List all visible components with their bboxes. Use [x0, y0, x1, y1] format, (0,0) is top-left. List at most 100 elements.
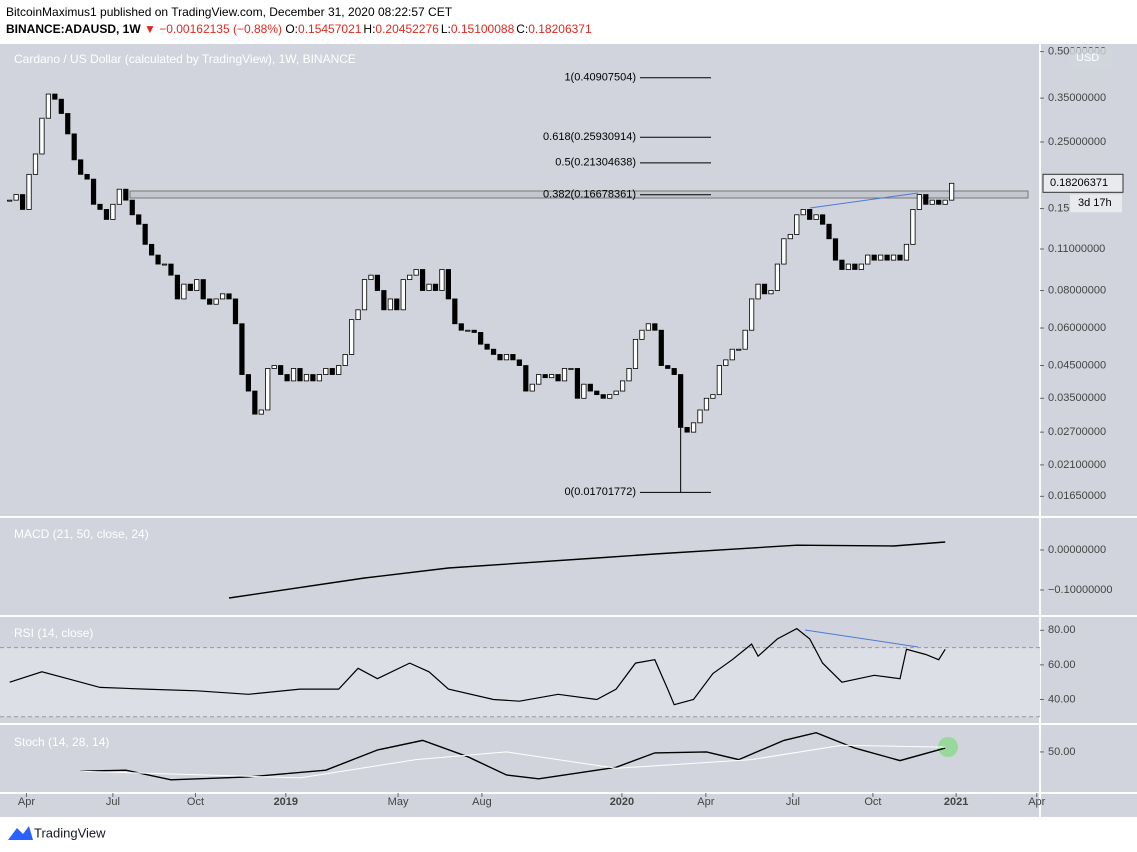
candle — [394, 298, 400, 311]
candle — [226, 293, 232, 300]
candle — [32, 153, 39, 175]
candle — [658, 329, 664, 366]
candle — [903, 243, 910, 261]
rsi-title: RSI (14, close) — [14, 626, 93, 640]
candle — [819, 214, 826, 225]
y-tick-label: 0.11000000 — [1048, 243, 1105, 255]
ohlc-key: C: — [516, 22, 529, 36]
y-tick-label: 80.00 — [1048, 624, 1076, 636]
candle — [536, 374, 542, 385]
x-tick-label: Jul — [106, 796, 120, 808]
candle — [852, 263, 858, 270]
rsi-divergence — [804, 629, 919, 648]
x-tick-label: Apr — [697, 796, 714, 808]
x-tick-label: 2021 — [944, 796, 968, 808]
candle — [497, 354, 503, 361]
separators — [0, 44, 1137, 817]
candle — [290, 368, 297, 382]
trendline — [809, 192, 919, 209]
candle — [239, 323, 245, 375]
candle — [245, 374, 251, 392]
candle — [871, 254, 877, 261]
x-tick-label: 2019 — [274, 796, 298, 808]
fib-label: 1(0.40907504) — [564, 72, 636, 84]
macd-title: MACD (21, 50, close, 24) — [14, 527, 149, 541]
candle — [232, 298, 239, 325]
candle — [826, 223, 832, 240]
candle — [794, 214, 800, 235]
fib-label: 0(0.01701772) — [564, 486, 636, 498]
ohlc-key: O: — [285, 22, 299, 36]
ohlc-key: H: — [363, 22, 376, 36]
candle — [710, 394, 716, 399]
candle — [445, 269, 451, 300]
candle — [755, 283, 761, 300]
y-tick-label: 40.00 — [1048, 693, 1076, 705]
candle — [503, 354, 510, 361]
countdown-box — [1070, 194, 1122, 213]
candle — [929, 199, 935, 205]
candle — [749, 298, 755, 331]
price-axis-bg — [1040, 44, 1137, 793]
candle — [774, 263, 781, 291]
candle — [155, 254, 161, 265]
y-tick-label: 0.02700000 — [1048, 426, 1106, 438]
candle — [949, 182, 955, 201]
macd-line — [228, 541, 946, 599]
candle — [407, 274, 413, 280]
y-tick-label: 60.00 — [1048, 659, 1076, 671]
candle — [607, 394, 613, 399]
candle — [207, 298, 213, 305]
ohlc-value: 0.18206371 — [528, 22, 592, 36]
candle — [387, 298, 393, 311]
candle — [936, 199, 942, 205]
candle — [265, 368, 271, 411]
last-price: 0.18206371 — [1050, 177, 1108, 189]
currency: USD — [1076, 52, 1099, 64]
candle — [336, 365, 342, 375]
candle — [703, 397, 710, 411]
candle — [600, 394, 606, 399]
ohlc-value: 0.15100088 — [450, 22, 515, 36]
candle — [52, 93, 58, 100]
candle — [39, 117, 45, 155]
candle — [942, 199, 948, 205]
candle — [884, 254, 890, 261]
candle — [329, 368, 335, 375]
candle — [323, 368, 329, 375]
candle — [45, 93, 51, 119]
rsi-band — [0, 647, 1040, 717]
candle — [632, 338, 639, 369]
y-tick-label: 0.00000000 — [1048, 544, 1106, 556]
ohlc-value: 0.15457021 — [298, 22, 362, 36]
candle — [19, 194, 26, 210]
candle — [516, 359, 522, 366]
candle — [13, 194, 19, 201]
y-tick-label: 0.02100000 — [1048, 459, 1106, 471]
candle — [839, 259, 845, 270]
candle — [374, 274, 381, 291]
publish-line: BitcoinMaximus1 published on TradingView… — [6, 5, 453, 19]
candle — [471, 329, 477, 333]
y-tick-label: 0.25000000 — [1048, 136, 1106, 148]
chart-title: Cardano / US Dollar (calculated by Tradi… — [14, 52, 356, 66]
candle — [271, 365, 277, 369]
candle — [594, 390, 600, 396]
candle — [194, 279, 200, 291]
candle — [549, 374, 555, 379]
candle — [65, 113, 71, 135]
change: ▼ −0.00162135 (−0.88%) — [144, 22, 282, 36]
candle — [78, 159, 84, 175]
candle — [342, 354, 348, 366]
candle — [90, 178, 97, 205]
candle — [381, 290, 387, 311]
candle — [419, 269, 426, 291]
candle — [316, 374, 322, 382]
candle — [697, 409, 703, 424]
ohlc: O:0.15457021 H:0.20452276 L:0.15100088 C:0.… — [285, 22, 593, 36]
candle — [452, 298, 458, 325]
candle — [878, 254, 884, 261]
candle — [161, 263, 168, 266]
candle — [858, 263, 864, 270]
